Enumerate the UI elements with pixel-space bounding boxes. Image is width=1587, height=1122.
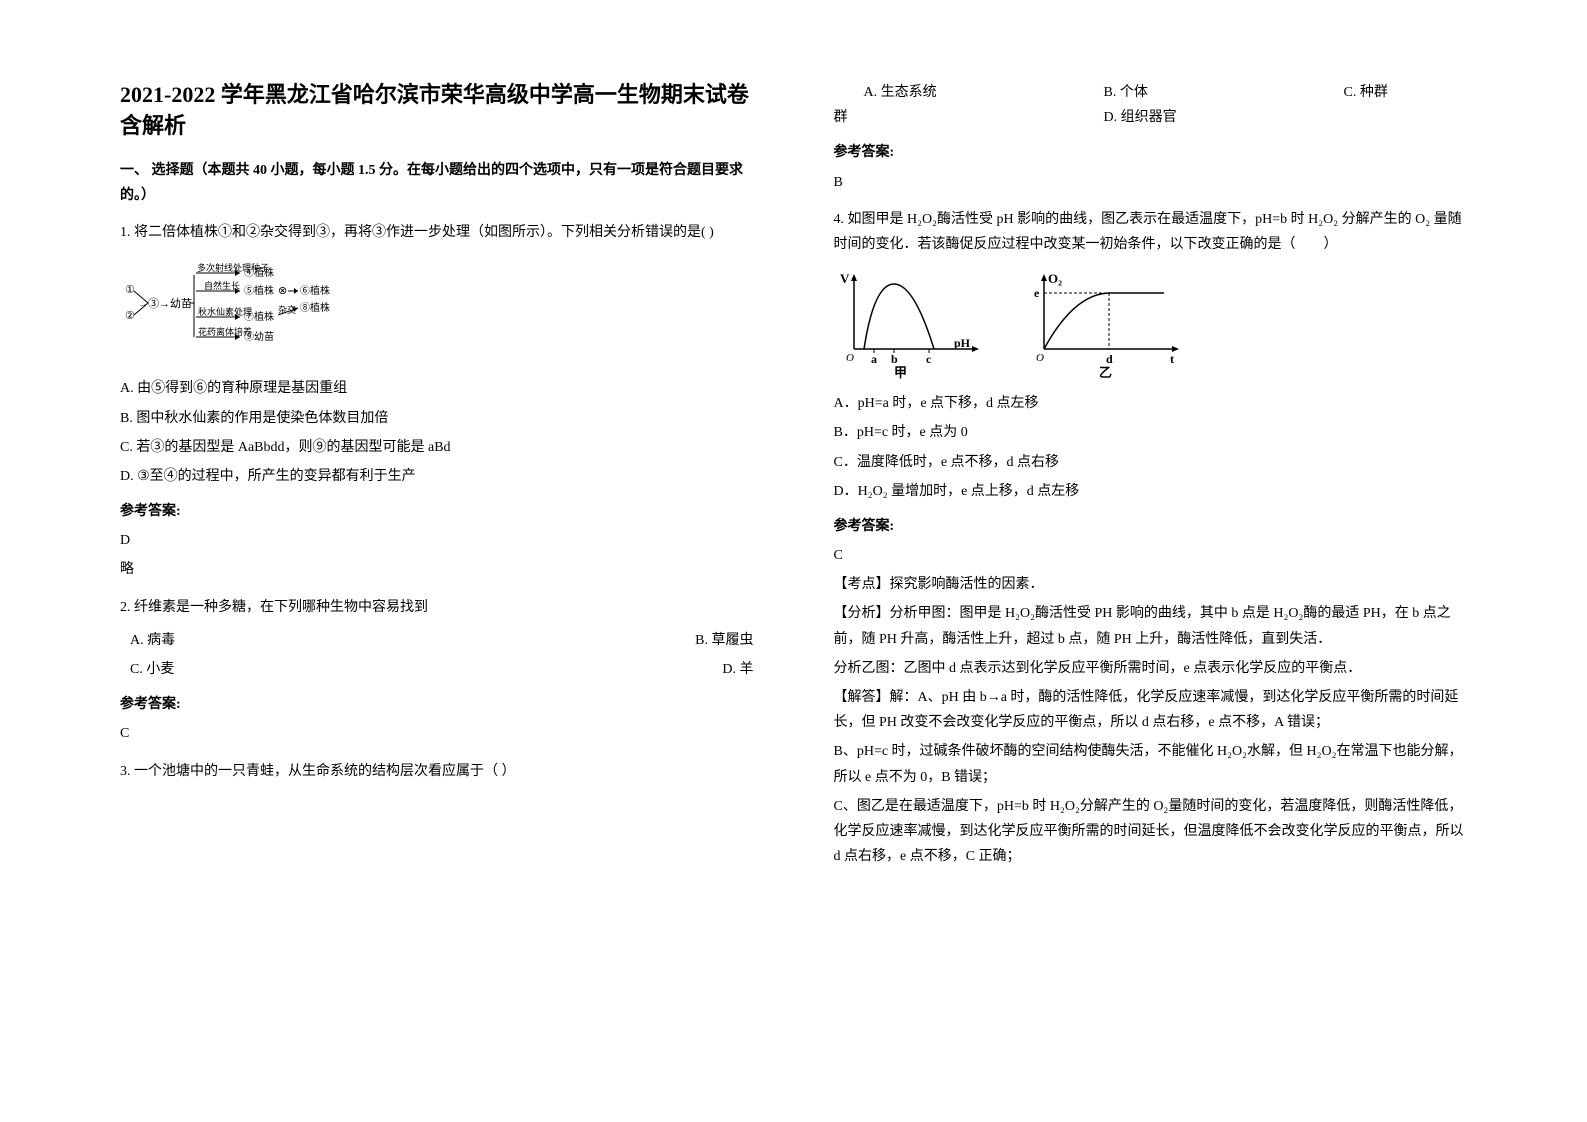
right-column: A. 生态系统 B. 个体 C. 种群 群 D. 组织器官 参考答案: B 4.… xyxy=(794,80,1488,1082)
q3-optB: B. 个体 xyxy=(1104,80,1344,105)
q2-ans-label: 参考答案: xyxy=(120,692,754,717)
q3-optC2: 群 xyxy=(834,105,1104,130)
q3-options: A. 生态系统 B. 个体 C. 种群 群 D. 组织器官 xyxy=(834,80,1468,130)
svg-text:e: e xyxy=(1034,286,1040,300)
q1-optC: C. 若③的基因型是 AaBbdd，则⑨的基因型可能是 aBd xyxy=(120,435,754,460)
svg-text:自然生长: 自然生长 xyxy=(204,280,240,291)
left-column: 2021-2022 学年黑龙江省哈尔滨市荣华高级中学高一生物期末试卷含解析 一、… xyxy=(100,80,794,1082)
q2-optD: D. 羊 xyxy=(722,657,753,682)
q1-stem: 1. 将二倍体植株①和②杂交得到③，再将③作进一步处理（如图所示）。下列相关分析… xyxy=(120,220,754,245)
svg-text:c: c xyxy=(926,352,932,366)
q4-stem: 4. 如图甲是 H₂O₂酶活性受 pH 影响的曲线，图乙表示在最适温度下，pH=… xyxy=(834,207,1468,257)
svg-text:a: a xyxy=(871,352,877,366)
svg-text:O: O xyxy=(846,352,854,364)
svg-text:b: b xyxy=(891,352,898,366)
q4-graphs: V pH O a b c 甲 O₂ t O e d 乙 xyxy=(834,269,1468,379)
q2-optC: C. 小麦 xyxy=(130,657,174,682)
svg-text:④植株: ④植株 xyxy=(244,266,274,279)
svg-text:O: O xyxy=(1036,352,1044,364)
svg-text:甲: 甲 xyxy=(894,365,907,379)
svg-text:③→幼苗: ③→幼苗 xyxy=(148,297,192,310)
q1-ans-label: 参考答案: xyxy=(120,499,754,524)
q4-e5: B、pH=c 时，过碱条件破坏酶的空间结构使酶失活，不能催化 H₂O₂水解，但 … xyxy=(834,739,1468,789)
svg-text:⑥植株: ⑥植株 xyxy=(300,284,330,297)
section-header: 一、 选择题（本题共 40 小题，每小题 1.5 分。在每小题给出的四个选项中，… xyxy=(120,158,754,208)
d-p2: ② xyxy=(125,310,135,322)
q3-optC: C. 种群 xyxy=(1344,80,1388,105)
svg-text:⑧植株: ⑧植株 xyxy=(300,301,330,314)
svg-text:⑨幼苗: ⑨幼苗 xyxy=(244,330,274,343)
svg-text:乙: 乙 xyxy=(1099,365,1112,379)
q4-e3: 分析乙图：乙图中 d 点表示达到化学反应平衡所需时间，e 点表示化学反应的平衡点… xyxy=(834,656,1468,681)
q3-optD: D. 组织器官 xyxy=(1104,105,1177,130)
svg-text:⊗: ⊗ xyxy=(278,285,287,297)
q2-ans: C xyxy=(120,721,754,746)
svg-text:→: → xyxy=(138,299,148,310)
q3-ans: B xyxy=(834,170,1468,195)
q3-stem: 3. 一个池塘中的一只青蛙，从生命系统的结构层次看应属于（ ） xyxy=(120,759,754,784)
svg-text:⑦植株: ⑦植株 xyxy=(244,310,274,323)
q2-optB: B. 草履虫 xyxy=(695,628,753,653)
q1-explain: 略 xyxy=(120,557,754,582)
q1-optD: D. ③至④的过程中，所产生的变异都有利于生产 xyxy=(120,464,754,489)
q4-e2: 【分析】分析甲图：图甲是 H₂O₂酶活性受 PH 影响的曲线，其中 b 点是 H… xyxy=(834,601,1468,651)
q3-optA: A. 生态系统 xyxy=(864,80,1104,105)
graph-yi: O₂ t O e d 乙 xyxy=(1024,269,1184,379)
q4-optD: D．H₂O₂ 量增加时，e 点上移，d 点左移 xyxy=(834,479,1468,504)
svg-text:t: t xyxy=(1170,352,1174,366)
q4-optC: C．温度降低时，e 点不移，d 点右移 xyxy=(834,450,1468,475)
q1-diagram: ① ② → ③→幼苗 多次射线处理种子 ④植株 自然生长 ⑤植株 ⊗ ⑥植株 秋… xyxy=(120,263,360,362)
exam-title: 2021-2022 学年黑龙江省哈尔滨市荣华高级中学高一生物期末试卷含解析 xyxy=(120,80,754,142)
q2-optA: A. 病毒 xyxy=(130,628,175,653)
svg-text:V: V xyxy=(840,271,850,286)
svg-text:d: d xyxy=(1106,352,1113,366)
q4-e1: 【考点】探究影响酶活性的因素． xyxy=(834,572,1468,597)
svg-text:⑤植株: ⑤植株 xyxy=(244,284,274,297)
q4-e6: C、图乙是在最适温度下，pH=b 时 H₂O₂分解产生的 O₂量随时间的变化，若… xyxy=(834,794,1468,870)
q4-optB: B．pH=c 时，e 点为 0 xyxy=(834,420,1468,445)
q1-ans: D xyxy=(120,528,754,553)
graph-jia: V pH O a b c 甲 xyxy=(834,269,984,379)
svg-text:O₂: O₂ xyxy=(1048,271,1062,286)
q4-ans-label: 参考答案: xyxy=(834,514,1468,539)
q2-stem: 2. 纤维素是一种多糖，在下列哪种生物中容易找到 xyxy=(120,595,754,620)
q2-options: A. 病毒 B. 草履虫 C. 小麦 D. 羊 xyxy=(120,628,754,682)
svg-text:pH: pH xyxy=(954,336,971,350)
q3-ans-label: 参考答案: xyxy=(834,140,1468,165)
q1-optA: A. 由⑤得到⑥的育种原理是基因重组 xyxy=(120,376,754,401)
q4-e4: 【解答】解：A、pH 由 b→a 时，酶的活性降低，化学反应速率减慢，到达化学反… xyxy=(834,685,1468,735)
q1-optB: B. 图中秋水仙素的作用是使染色体数目加倍 xyxy=(120,406,754,431)
d-p1: ① xyxy=(125,284,135,296)
q4-ans: C xyxy=(834,543,1468,568)
q4-optA: A．pH=a 时，e 点下移，d 点左移 xyxy=(834,391,1468,416)
